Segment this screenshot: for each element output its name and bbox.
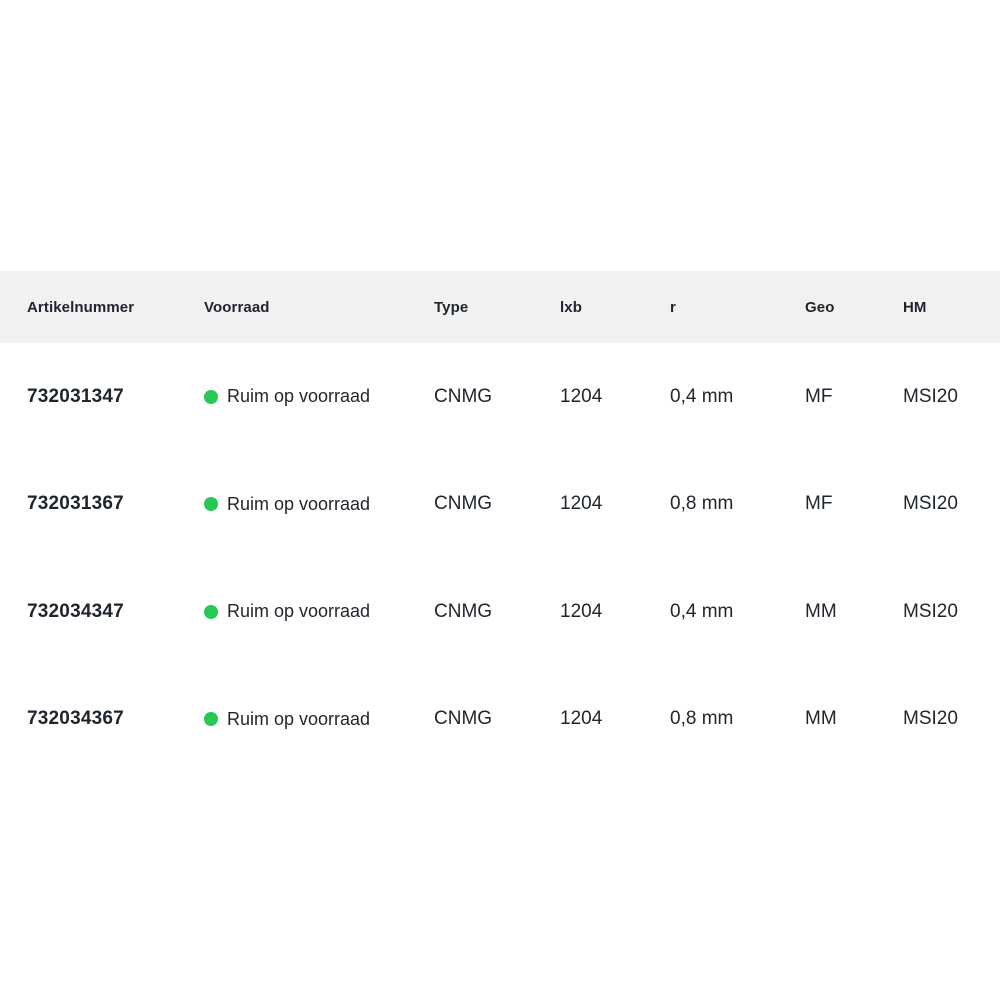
column-header-type: Type — [434, 298, 469, 316]
table-row[interactable]: 732031347 Ruim op voorraad CNMG 1204 0,4… — [0, 343, 1000, 451]
stock-available-dot-icon — [204, 604, 218, 619]
stock-status-label: Ruim op voorraad — [227, 386, 371, 407]
table-header-row: Artikelnummer Voorraad Type lxb r Geo HM — [0, 271, 1000, 343]
r-value: 0,8 mm — [670, 493, 734, 515]
column-header-voorraad: Voorraad — [204, 298, 270, 316]
hm-value: MSI20 — [903, 493, 958, 515]
column-header-geo: Geo — [805, 298, 835, 316]
stock-status-label: Ruim op voorraad — [227, 708, 371, 729]
article-number[interactable]: 732034347 — [27, 600, 124, 622]
lxb-value: 1204 — [560, 708, 603, 730]
article-number[interactable]: 732034367 — [27, 708, 124, 730]
stock-status: Ruim op voorraad — [204, 451, 434, 559]
column-header-r: r — [670, 298, 676, 316]
geo-value: MF — [805, 385, 833, 407]
column-header-lxb: lxb — [560, 298, 582, 316]
lxb-value: 1204 — [560, 600, 603, 622]
stock-status-label: Ruim op voorraad — [227, 493, 371, 514]
type-value: CNMG — [434, 385, 493, 407]
table-row[interactable]: 732034347 Ruim op voorraad CNMG 1204 0,4… — [0, 558, 1000, 666]
stock-status: Ruim op voorraad — [204, 343, 434, 451]
article-number[interactable]: 732031347 — [27, 385, 124, 407]
article-number[interactable]: 732031367 — [27, 493, 124, 515]
r-value: 0,4 mm — [670, 385, 734, 407]
stock-status: Ruim op voorraad — [204, 558, 434, 666]
lxb-value: 1204 — [560, 493, 603, 515]
geo-value: MM — [805, 708, 837, 730]
stock-available-dot-icon — [204, 497, 218, 512]
stock-status: Ruim op voorraad — [204, 666, 434, 774]
hm-value: MSI20 — [903, 600, 958, 622]
table-row[interactable]: 732031367 Ruim op voorraad CNMG 1204 0,8… — [0, 450, 1000, 559]
type-value: CNMG — [434, 708, 493, 730]
product-variants-table: Artikelnummer Voorraad Type lxb r Geo HM… — [0, 271, 1000, 773]
hm-value: MSI20 — [903, 708, 958, 730]
stock-status-label: Ruim op voorraad — [227, 601, 371, 622]
column-header-artikelnummer: Artikelnummer — [27, 298, 135, 316]
lxb-value: 1204 — [560, 385, 603, 407]
hm-value: MSI20 — [903, 385, 958, 407]
r-value: 0,8 mm — [670, 708, 734, 730]
stock-available-dot-icon — [204, 712, 218, 727]
type-value: CNMG — [434, 600, 493, 622]
geo-value: MF — [805, 493, 833, 515]
geo-value: MM — [805, 600, 837, 622]
table-row[interactable]: 732034367 Ruim op voorraad CNMG 1204 0,8… — [0, 665, 1000, 774]
type-value: CNMG — [434, 493, 493, 515]
stock-available-dot-icon — [204, 389, 218, 404]
column-header-hm: HM — [903, 298, 927, 316]
r-value: 0,4 mm — [670, 600, 734, 622]
